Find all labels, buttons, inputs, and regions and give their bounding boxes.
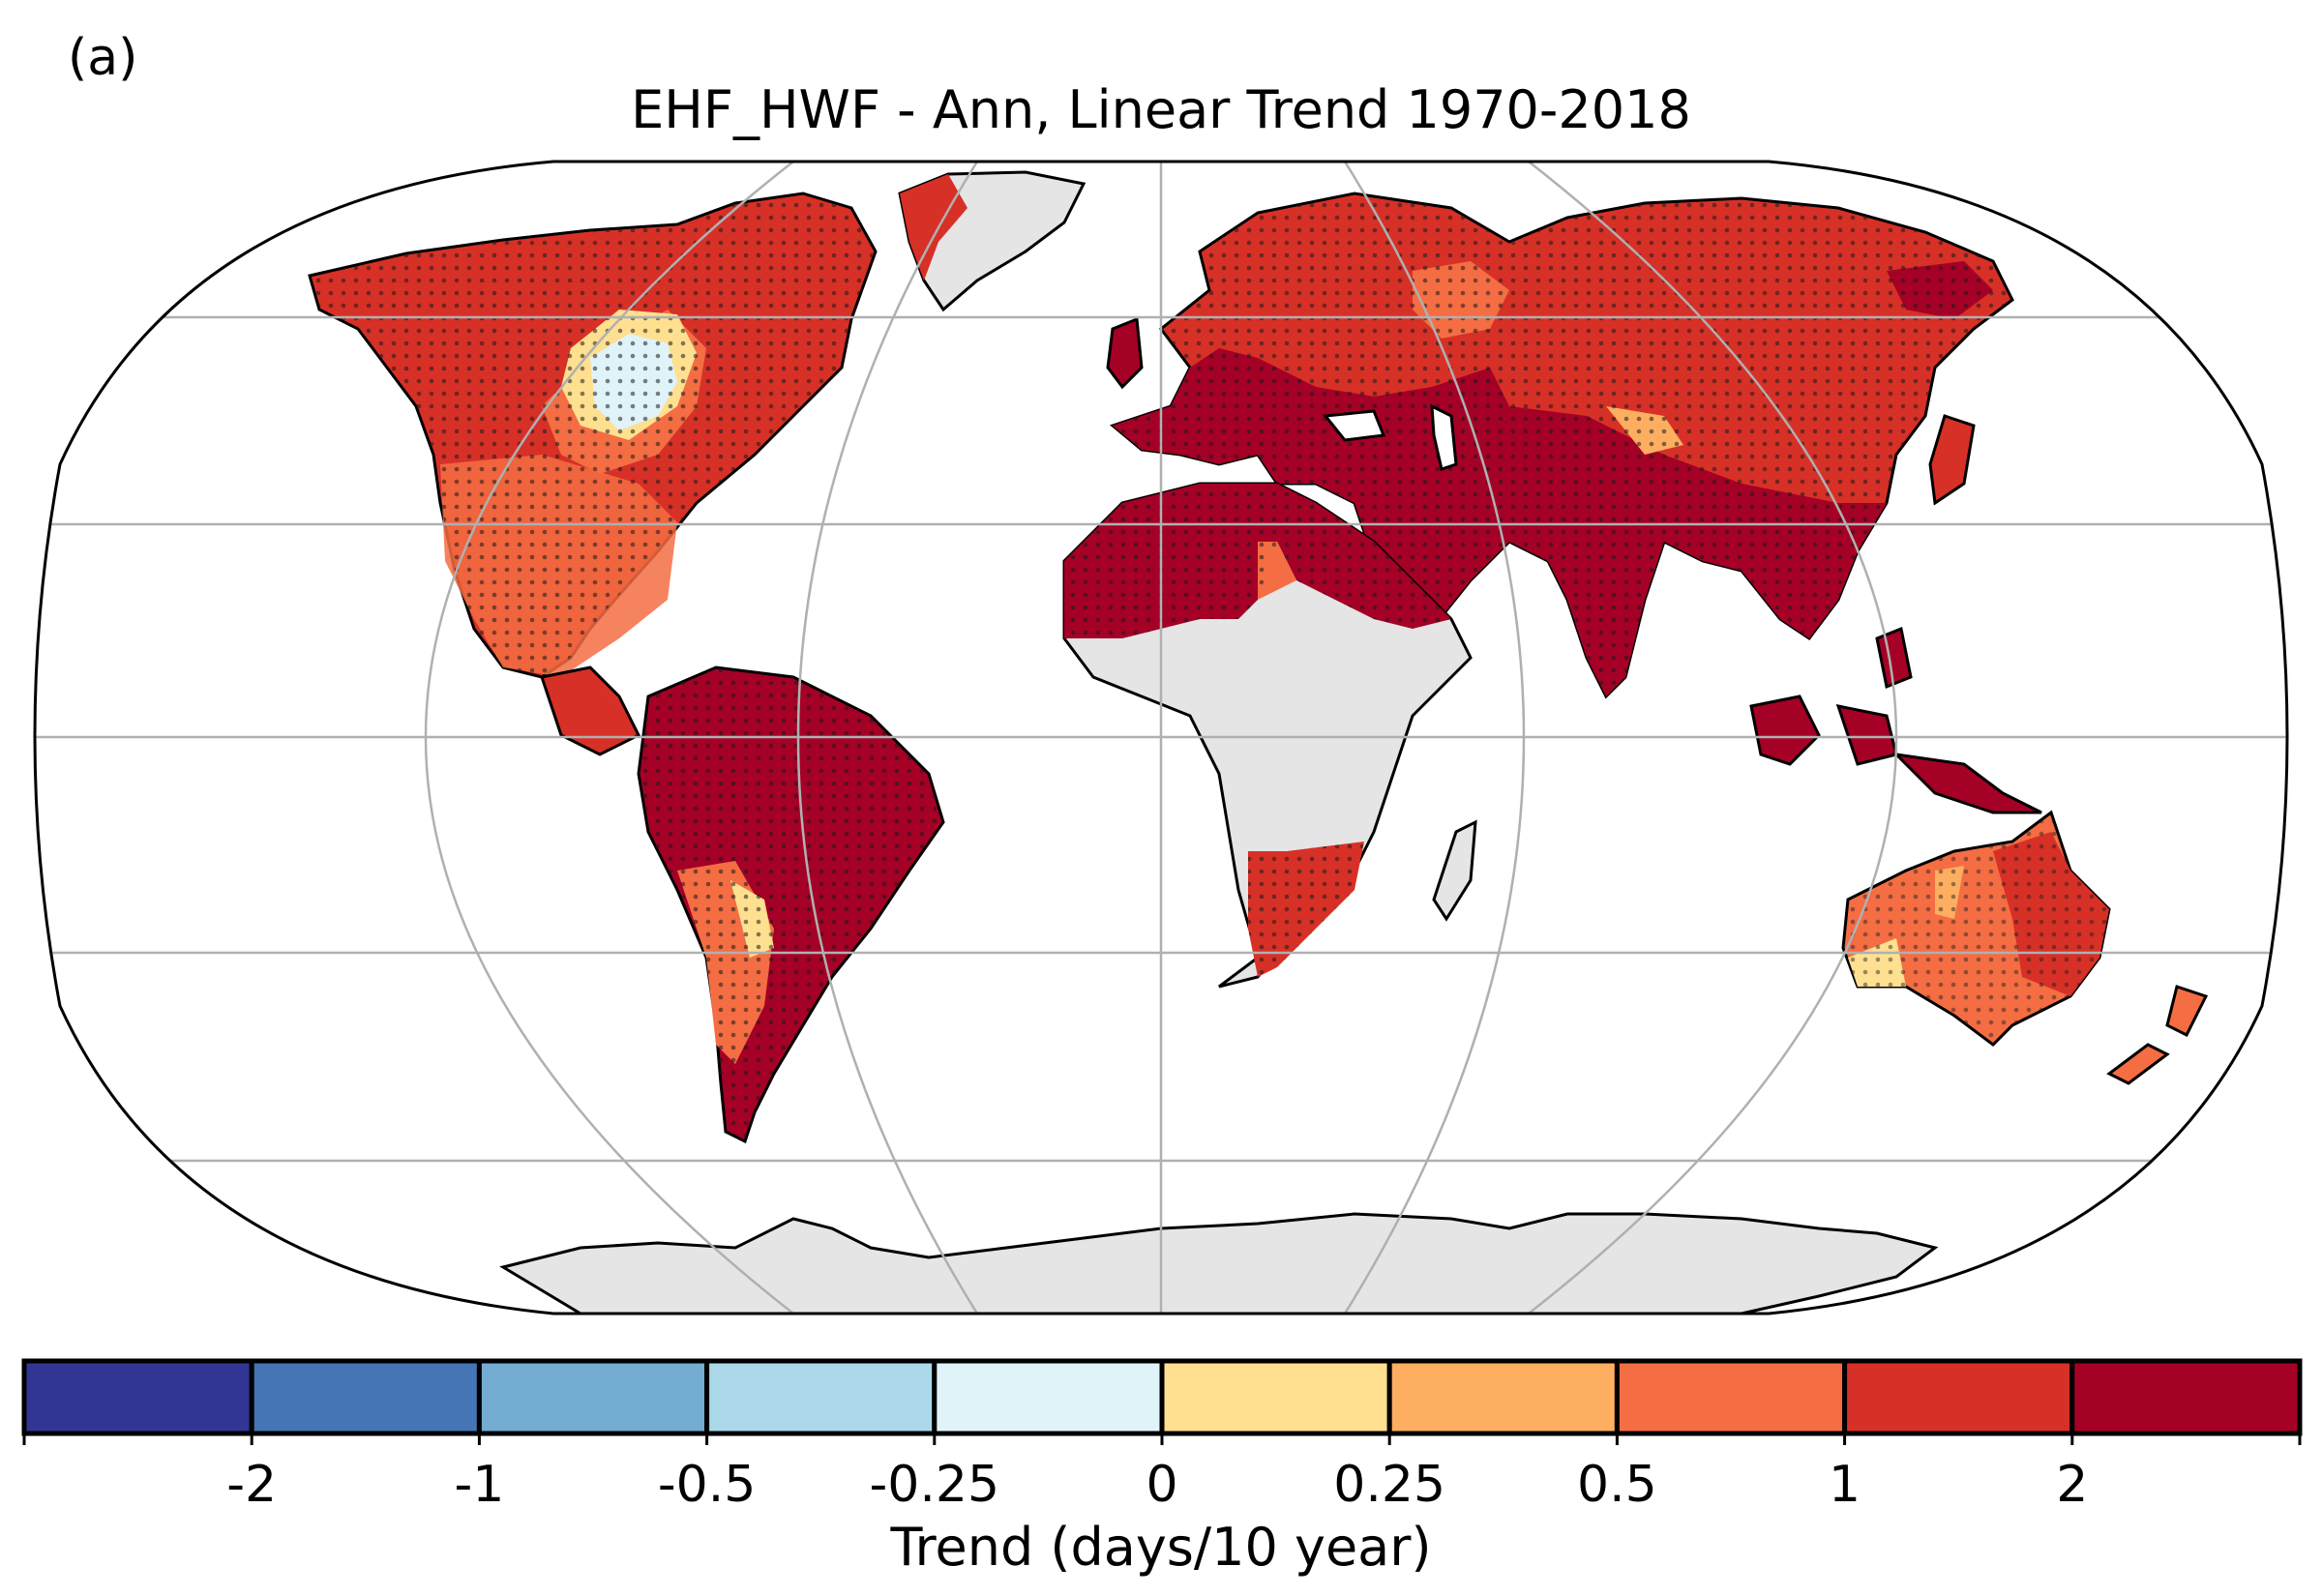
region-australia	[1841, 810, 2209, 1085]
colorbar-swatch	[1386, 1358, 1620, 1436]
map-title: EHF_HWF - Ann, Linear Trend 1970-2018	[631, 79, 1691, 140]
colorbar-tick-label: -1	[454, 1456, 504, 1509]
region-south-america	[637, 665, 945, 1144]
colorbar-swatch	[1842, 1358, 2075, 1436]
colorbar-tick-label: 0	[1146, 1456, 1177, 1509]
colorbar-tick-label: 0.25	[1333, 1456, 1445, 1509]
region-maritime-se-asia	[1749, 626, 2042, 814]
panel-label: (a)	[68, 29, 138, 87]
colorbar-tick-label: 0.5	[1577, 1456, 1657, 1509]
colorbar-swatch	[1614, 1358, 1848, 1436]
region-north-america	[308, 192, 878, 756]
region-antarctica	[499, 1212, 1939, 1314]
colorbar-label: Trend (days/10 year)	[890, 1517, 1432, 1578]
colorbar-swatch	[249, 1358, 482, 1436]
colorbar-swatch	[1159, 1358, 1392, 1436]
colorbar-tick-label: -2	[226, 1456, 277, 1509]
colorbar-tick-label: -0.25	[870, 1456, 1000, 1509]
graticule	[35, 162, 2287, 1314]
colorbar-swatch	[2069, 1358, 2303, 1436]
colorbar-swatch	[704, 1358, 938, 1436]
colorbar-swatch	[476, 1358, 710, 1436]
colorbar: -2 -1 -0.5 -0.25 0 0.25 0.5 1 2	[21, 1358, 2303, 1509]
colorbar-tick-label: 1	[1829, 1456, 1861, 1509]
world-map	[33, 160, 2289, 1315]
colorbar-tick-label: 2	[2056, 1456, 2088, 1509]
colorbar-swatch	[21, 1358, 254, 1436]
colorbar-tick-label: -0.5	[658, 1456, 756, 1509]
colorbar-swatch	[932, 1358, 1165, 1436]
globe-border	[33, 160, 2289, 1315]
